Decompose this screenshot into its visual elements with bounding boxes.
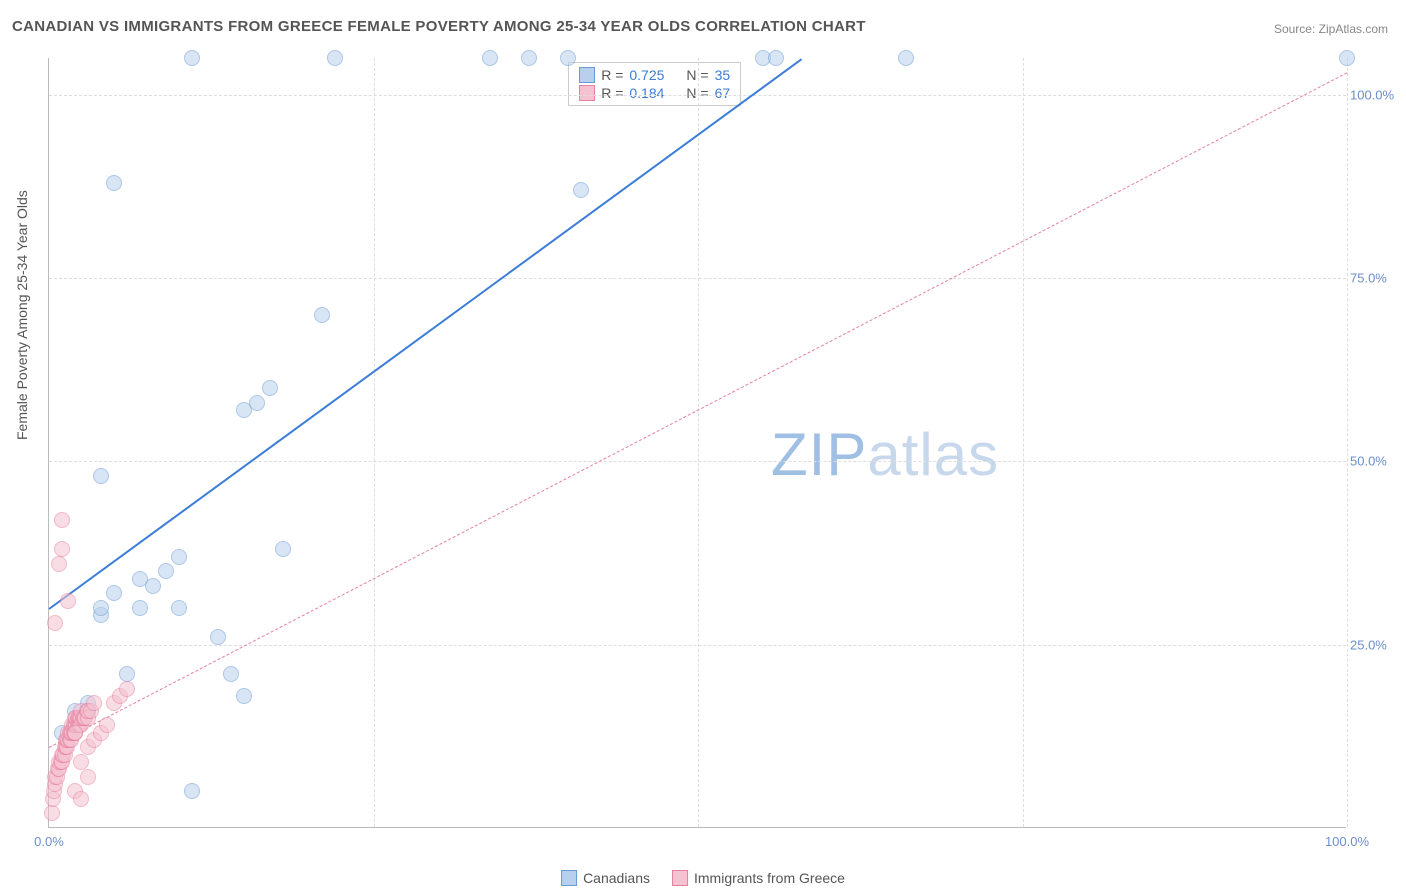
y-tick-label: 75.0% <box>1350 271 1398 286</box>
legend-series-item: Immigrants from Greece <box>672 870 845 886</box>
n-value: 35 <box>715 67 731 83</box>
data-point <box>106 585 122 601</box>
watermark-zip: ZIP <box>771 421 867 488</box>
x-tick-label: 0.0% <box>34 834 64 849</box>
n-value: 67 <box>715 85 731 101</box>
watermark-atlas: atlas <box>867 421 999 488</box>
data-point <box>119 666 135 682</box>
chart-title: CANADIAN VS IMMIGRANTS FROM GREECE FEMAL… <box>12 18 866 35</box>
data-point <box>93 468 109 484</box>
data-point <box>132 600 148 616</box>
data-point <box>67 725 83 741</box>
r-value: 0.725 <box>629 67 664 83</box>
data-point <box>482 50 498 66</box>
data-point <box>249 395 265 411</box>
data-point <box>171 549 187 565</box>
source-label: Source: ZipAtlas.com <box>1274 22 1388 36</box>
r-label: R = <box>601 85 623 101</box>
data-point <box>1339 50 1355 66</box>
data-point <box>223 666 239 682</box>
legend-swatch <box>561 870 577 886</box>
legend-series: Canadians Immigrants from Greece <box>561 870 845 886</box>
data-point <box>314 307 330 323</box>
legend-series-label: Canadians <box>583 870 650 886</box>
data-point <box>275 541 291 557</box>
data-point <box>262 380 278 396</box>
trend-line <box>48 58 802 610</box>
x-tick-label: 100.0% <box>1325 834 1369 849</box>
data-point <box>184 50 200 66</box>
legend-swatch <box>579 67 595 83</box>
data-point <box>54 541 70 557</box>
legend-swatch <box>579 85 595 101</box>
y-tick-label: 100.0% <box>1350 87 1398 102</box>
data-point <box>54 512 70 528</box>
data-point <box>768 50 784 66</box>
data-point <box>73 754 89 770</box>
gridline-vertical <box>1023 58 1024 827</box>
data-point <box>86 695 102 711</box>
data-point <box>60 593 76 609</box>
r-label: R = <box>601 67 623 83</box>
data-point <box>44 805 60 821</box>
data-point <box>521 50 537 66</box>
data-point <box>236 688 252 704</box>
gridline-vertical <box>1347 58 1348 827</box>
data-point <box>99 717 115 733</box>
data-point <box>560 50 576 66</box>
legend-correlation-row: R =0.184N =67 <box>579 85 730 101</box>
data-point <box>73 791 89 807</box>
legend-swatch <box>672 870 688 886</box>
y-tick-label: 25.0% <box>1350 637 1398 652</box>
data-point <box>93 600 109 616</box>
data-point <box>171 600 187 616</box>
data-point <box>573 182 589 198</box>
data-point <box>119 681 135 697</box>
data-point <box>145 578 161 594</box>
data-point <box>210 629 226 645</box>
y-axis-title: Female Poverty Among 25-34 Year Olds <box>14 190 30 440</box>
legend-correlation: R =0.725N =35R =0.184N =67 <box>568 62 741 106</box>
data-point <box>80 769 96 785</box>
y-tick-label: 50.0% <box>1350 454 1398 469</box>
legend-series-item: Canadians <box>561 870 650 886</box>
watermark: ZIPatlas <box>771 420 999 489</box>
data-point <box>158 563 174 579</box>
r-value: 0.184 <box>629 85 664 101</box>
gridline-vertical <box>698 58 699 827</box>
legend-correlation-row: R =0.725N =35 <box>579 67 730 83</box>
data-point <box>184 783 200 799</box>
gridline-vertical <box>374 58 375 827</box>
chart-area: ZIPatlas R =0.725N =35R =0.184N =67 25.0… <box>48 58 1346 828</box>
data-point <box>47 615 63 631</box>
legend-series-label: Immigrants from Greece <box>694 870 845 886</box>
data-point <box>327 50 343 66</box>
data-point <box>898 50 914 66</box>
data-point <box>51 556 67 572</box>
data-point <box>106 175 122 191</box>
